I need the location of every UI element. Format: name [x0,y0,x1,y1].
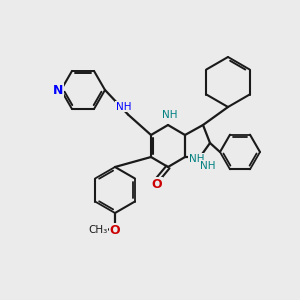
Text: NH: NH [200,161,216,171]
Text: N: N [53,83,63,97]
Text: NH: NH [116,101,132,112]
Text: O: O [152,178,162,190]
Text: O: O [110,224,120,236]
Text: NH: NH [162,110,178,120]
Text: NH: NH [189,154,205,164]
Text: CH₃: CH₃ [88,225,108,235]
